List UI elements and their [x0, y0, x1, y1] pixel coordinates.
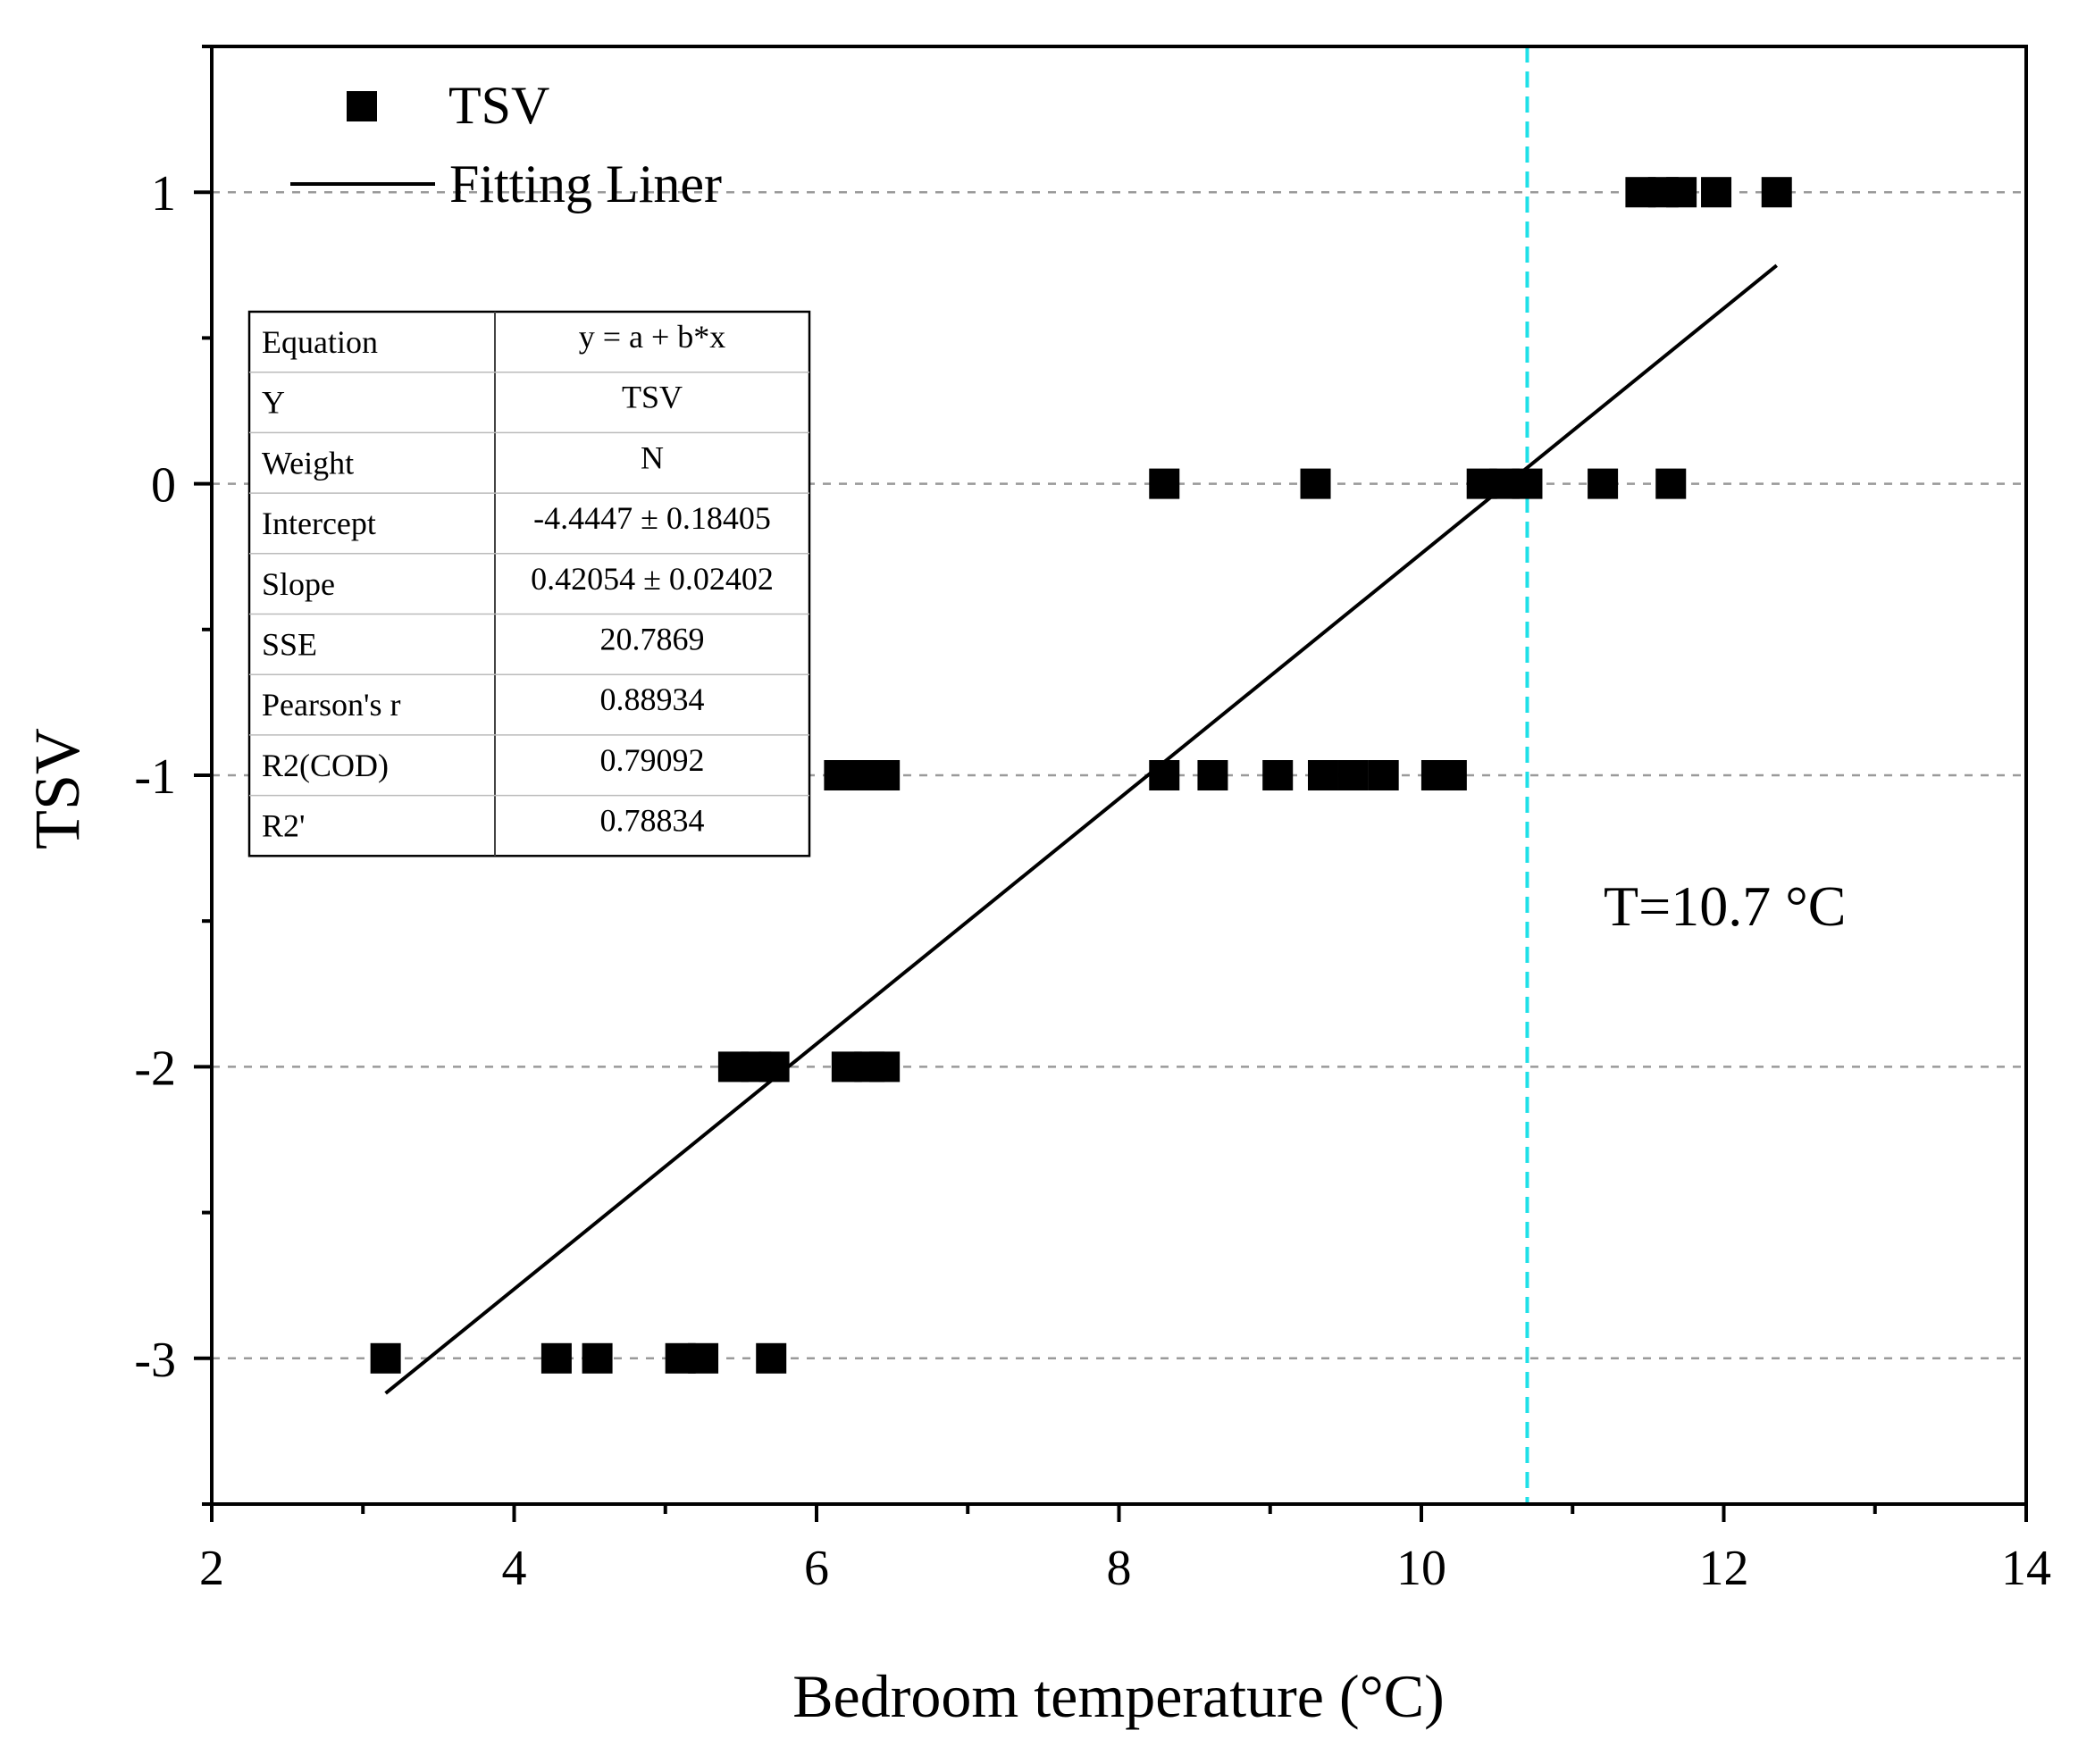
stats-key-2: Weight	[262, 445, 354, 481]
y-tick-label-1: -2	[134, 1041, 176, 1096]
stats-value-2: N	[641, 439, 664, 475]
y-tick-label-3: 0	[151, 458, 176, 514]
stats-value-8: 0.78834	[600, 803, 705, 839]
data-point-17	[1262, 760, 1294, 790]
data-point-34	[1761, 177, 1792, 208]
data-points	[370, 177, 1792, 1374]
data-point-1	[540, 1342, 572, 1374]
stats-key-7: R2(COD)	[262, 748, 389, 783]
stats-value-5: 20.7869	[600, 622, 705, 657]
legend-square-marker	[347, 91, 377, 121]
x-tick-label-1: 4	[502, 1541, 527, 1596]
stats-value-0: y = a + b*x	[579, 319, 726, 355]
data-point-14	[869, 760, 901, 790]
reference-line-label: T=10.7 °C	[1604, 874, 1846, 938]
stats-key-6: Pearson's r	[262, 687, 400, 723]
x-tick-label-4: 10	[1396, 1541, 1446, 1596]
data-point-22	[1436, 760, 1467, 790]
stats-key-8: R2'	[262, 808, 306, 844]
x-tick-label-0: 2	[199, 1541, 224, 1596]
data-point-23	[1149, 468, 1180, 499]
data-point-29	[1655, 468, 1687, 499]
data-point-5	[756, 1342, 787, 1374]
data-point-27	[1512, 468, 1543, 499]
data-point-4	[688, 1342, 719, 1374]
stats-value-1: TSV	[622, 380, 683, 415]
data-point-11	[869, 1051, 901, 1083]
data-point-19	[1337, 760, 1369, 790]
data-point-18	[1307, 760, 1338, 790]
x-tick-label-6: 14	[2001, 1541, 2051, 1596]
data-point-15	[1149, 760, 1180, 790]
legend-label-tsv: TSV	[448, 76, 549, 135]
x-tick-label-5: 12	[1699, 1541, 1749, 1596]
data-point-20	[1368, 760, 1399, 790]
stats-key-5: SSE	[262, 627, 317, 663]
y-tick-label-2: -1	[134, 749, 176, 805]
x-tick-label-2: 6	[804, 1541, 829, 1596]
stats-value-4: 0.42054 ± 0.02402	[531, 561, 774, 597]
data-point-0	[370, 1342, 401, 1374]
y-tick-label-0: -3	[134, 1333, 176, 1388]
y-tick-label-4: 1	[151, 166, 176, 222]
stats-key-3: Intercept	[262, 506, 376, 541]
fit-line-group	[384, 263, 1778, 1395]
x-axis-label: Bedroom temperature (°C)	[792, 1662, 1445, 1730]
stats-table-frame	[247, 310, 811, 857]
stats-key-0: Equation	[262, 324, 378, 360]
ticks: 2 4 6 8 10 12 14 -3 -2 -1 0 1	[134, 45, 2051, 1596]
legend: TSV Fitting Liner	[290, 76, 722, 213]
stats-value-7: 0.79092	[600, 742, 705, 778]
y-axis-label: TSV	[21, 728, 93, 849]
stats-value-3: -4.4447 ± 0.18405	[533, 500, 771, 536]
data-point-16	[1197, 760, 1228, 790]
data-point-33	[1701, 177, 1732, 208]
data-point-2	[582, 1342, 613, 1374]
data-point-32	[1666, 177, 1697, 208]
data-point-28	[1588, 468, 1619, 499]
x-tick-label-3: 8	[1107, 1541, 1132, 1596]
data-point-24	[1300, 468, 1331, 499]
fit-line	[384, 263, 1778, 1395]
stats-value-6: 0.88934	[600, 681, 705, 717]
legend-label-fitting-liner: Fitting Liner	[449, 155, 722, 213]
stats-key-1: Y	[262, 385, 285, 421]
stats-key-4: Slope	[262, 566, 335, 602]
fit-stats-table: Equation y = a + b*x Y TSV Weight N Intercept -…	[247, 310, 811, 857]
